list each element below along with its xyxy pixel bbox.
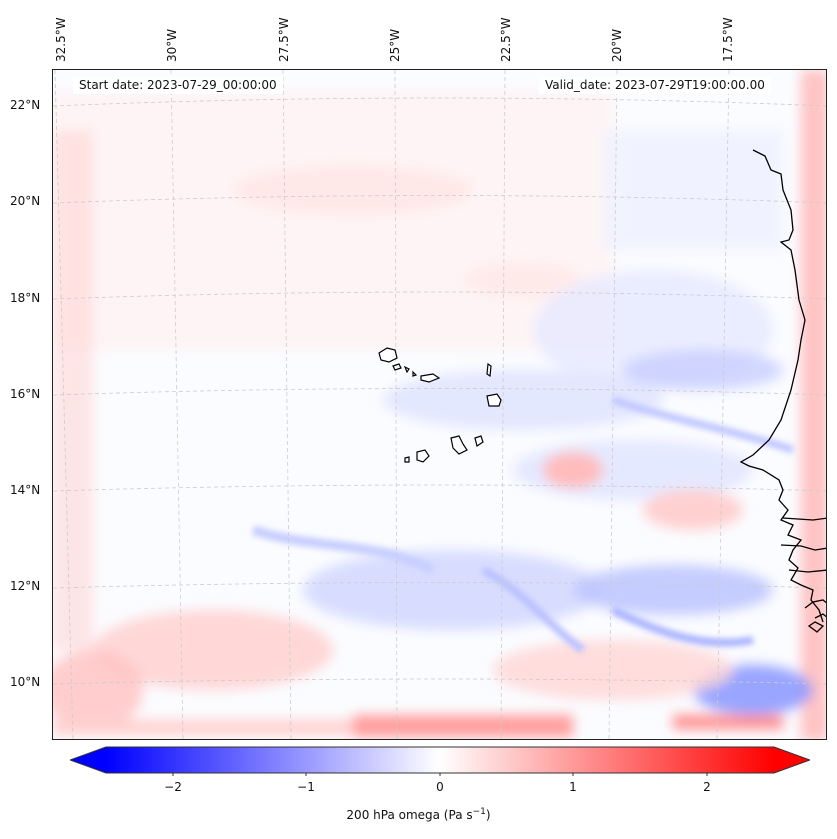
omega-streaks: [251, 396, 795, 654]
colorbar-label-unit-exponent: −1: [472, 807, 486, 817]
lon-tick-32-5w: 32.5°W: [54, 17, 68, 62]
map-panel: [52, 69, 827, 740]
lat-tick-10n: 10°N: [10, 675, 41, 689]
colorbar-max-extend: [774, 747, 810, 773]
lon-tick-22-5w: 22.5°W: [499, 17, 513, 62]
colorbar-tick-minus-1: −1: [297, 780, 315, 794]
colorbar-tick-2: 2: [703, 780, 711, 794]
lat-tick-14n: 14°N: [10, 483, 41, 497]
lat-tick-18n: 18°N: [10, 291, 41, 305]
colorbar-tick-0: 0: [436, 780, 444, 794]
omega-field: [53, 70, 826, 739]
lat-tick-12n: 12°N: [10, 579, 41, 593]
lon-tick-17-5w: 17.5°W: [721, 17, 735, 62]
valid-date-label: Valid_date: 2023-07-29T19:00:00.00: [539, 77, 771, 94]
lat-tick-20n: 20°N: [10, 194, 41, 208]
lat-tick-22n: 22°N: [10, 98, 41, 112]
lon-tick-27-5w: 27.5°W: [277, 17, 291, 62]
lat-tick-16n: 16°N: [10, 387, 41, 401]
colorbar-tick-1: 1: [569, 780, 577, 794]
coastline: [739, 149, 826, 633]
colorbar-min-extend: [70, 747, 106, 773]
omega-shading: [53, 70, 826, 739]
lon-tick-25w: 25°W: [388, 28, 402, 62]
colorbar-tick-minus-2: −2: [164, 780, 182, 794]
cape-verde-islands: [378, 347, 502, 463]
colorbar: [70, 746, 810, 776]
gridlines: [53, 70, 826, 739]
start-date-label: Start date: 2023-07-29_00:00:00: [73, 77, 283, 94]
colorbar-label: 200 hPa omega (Pa s−1): [0, 807, 837, 822]
lon-tick-30w: 30°W: [165, 28, 179, 62]
colorbar-label-text: 200 hPa omega (Pa s: [346, 808, 473, 822]
colorbar-label-close: ): [485, 808, 491, 822]
lon-tick-20w: 20°W: [610, 28, 624, 62]
